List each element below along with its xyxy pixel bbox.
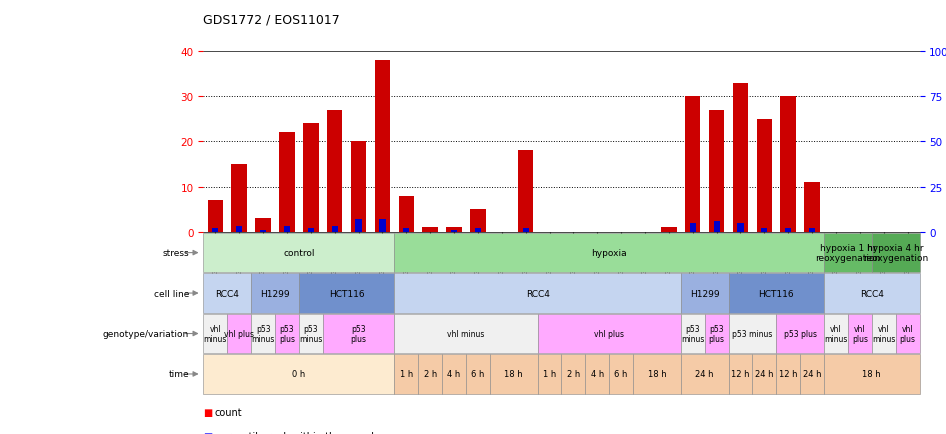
Text: p53 plus: p53 plus (783, 329, 816, 338)
Text: 18 h: 18 h (648, 370, 666, 378)
Bar (762, 229, 767, 232)
Text: 1 h: 1 h (399, 370, 412, 378)
Text: p53
plus: p53 plus (351, 324, 366, 343)
Text: vhl
minus: vhl minus (872, 324, 896, 343)
Bar (279, 133, 295, 232)
Bar (307, 229, 314, 232)
Text: 24 h: 24 h (803, 370, 821, 378)
Text: hypoxia: hypoxia (591, 249, 627, 257)
Bar (303, 124, 319, 232)
Bar (522, 229, 529, 232)
Text: 0 h: 0 h (292, 370, 306, 378)
Text: 18 h: 18 h (863, 370, 881, 378)
Bar (785, 229, 791, 232)
Text: stress: stress (163, 249, 189, 257)
Bar (375, 61, 390, 232)
Bar (737, 223, 744, 232)
Text: H1299: H1299 (260, 289, 289, 298)
Text: p53 minus: p53 minus (732, 329, 773, 338)
Text: hypoxia 1 hr
reoxygenation: hypoxia 1 hr reoxygenation (815, 243, 881, 263)
Text: vhl
minus: vhl minus (824, 324, 848, 343)
Bar (661, 228, 676, 232)
Text: 2 h: 2 h (424, 370, 437, 378)
Bar (212, 229, 219, 232)
Text: 12 h: 12 h (779, 370, 797, 378)
Bar (713, 221, 720, 232)
Bar (475, 229, 481, 232)
Text: 24 h: 24 h (755, 370, 774, 378)
Text: p53
plus: p53 plus (279, 324, 295, 343)
Text: 1 h: 1 h (543, 370, 556, 378)
Bar (232, 164, 247, 232)
Bar (804, 183, 820, 232)
Text: HCT116: HCT116 (759, 289, 794, 298)
Bar (356, 220, 361, 232)
Text: time: time (168, 370, 189, 378)
Text: percentile rank within the sample: percentile rank within the sample (215, 431, 379, 434)
Text: p53
minus: p53 minus (299, 324, 323, 343)
Bar (517, 151, 534, 232)
Text: vhl plus: vhl plus (594, 329, 624, 338)
Bar (709, 111, 725, 232)
Bar (447, 228, 462, 232)
Bar (236, 227, 242, 232)
Bar (260, 230, 266, 232)
Text: 18 h: 18 h (504, 370, 523, 378)
Bar (379, 220, 386, 232)
Text: RCC4: RCC4 (860, 289, 884, 298)
Bar (332, 227, 338, 232)
Text: 4 h: 4 h (447, 370, 461, 378)
Text: RCC4: RCC4 (216, 289, 239, 298)
Bar (284, 227, 290, 232)
Text: p53
plus: p53 plus (709, 324, 725, 343)
Bar (809, 229, 815, 232)
Bar (685, 97, 700, 232)
Bar (351, 142, 366, 232)
Bar (327, 111, 342, 232)
Bar (403, 229, 410, 232)
Text: vhl plus: vhl plus (224, 329, 254, 338)
Text: p53
minus: p53 minus (681, 324, 705, 343)
Text: H1299: H1299 (690, 289, 720, 298)
Text: vhl
plus: vhl plus (900, 324, 916, 343)
Text: vhl
plus: vhl plus (851, 324, 867, 343)
Text: ■: ■ (203, 431, 213, 434)
Text: RCC4: RCC4 (526, 289, 550, 298)
Text: ■: ■ (203, 407, 213, 417)
Text: 24 h: 24 h (695, 370, 714, 378)
Text: 12 h: 12 h (731, 370, 750, 378)
Text: 2 h: 2 h (567, 370, 580, 378)
Text: control: control (283, 249, 315, 257)
Bar (470, 210, 485, 232)
Text: genotype/variation: genotype/variation (103, 329, 189, 338)
Bar (757, 120, 772, 232)
Text: 6 h: 6 h (471, 370, 484, 378)
Text: cell line: cell line (154, 289, 189, 298)
Text: vhl minus: vhl minus (447, 329, 484, 338)
Text: 6 h: 6 h (615, 370, 628, 378)
Text: hypoxia 4 hr
reoxygenation: hypoxia 4 hr reoxygenation (863, 243, 928, 263)
Text: count: count (215, 407, 242, 417)
Bar (255, 219, 271, 232)
Text: HCT116: HCT116 (329, 289, 364, 298)
Text: vhl
minus: vhl minus (203, 324, 227, 343)
Bar (398, 196, 414, 232)
Bar (690, 223, 696, 232)
Text: GDS1772 / EOS11017: GDS1772 / EOS11017 (203, 13, 341, 26)
Text: 4 h: 4 h (590, 370, 604, 378)
Bar (451, 230, 457, 232)
Bar (780, 97, 796, 232)
Bar (207, 201, 223, 232)
Bar (423, 228, 438, 232)
Bar (733, 84, 748, 232)
Text: p53
minus: p53 minus (252, 324, 274, 343)
